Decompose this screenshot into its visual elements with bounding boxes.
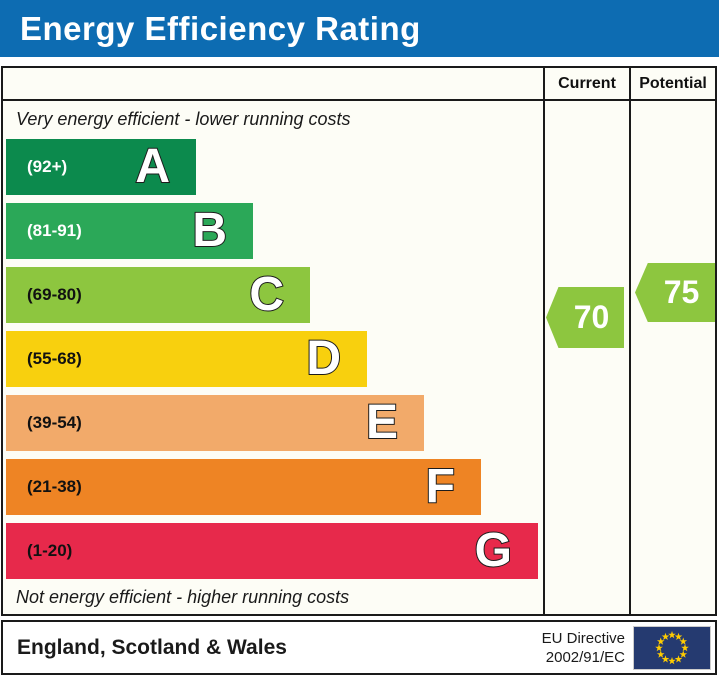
region-label: England, Scotland & Wales <box>17 635 287 659</box>
band-g-range: (1-20) <box>27 541 73 560</box>
band-b-range: (81-91) <box>27 221 82 240</box>
bands-column: Very energy efficient - lower running co… <box>3 68 543 614</box>
bottom-note: Not energy efficient - higher running co… <box>16 587 350 607</box>
eu-directive-label: EU Directive 2002/91/EC <box>542 629 625 667</box>
current-rating-value: 70 <box>573 299 610 335</box>
band-d-range: (55-68) <box>27 349 82 368</box>
band-e-letter: E <box>365 396 399 449</box>
band-e-range: (39-54) <box>27 413 82 432</box>
band-b: (81-91) B <box>6 203 253 259</box>
band-c: (69-80) C <box>6 267 310 323</box>
potential-rating-arrow: 75 <box>635 263 715 322</box>
eu-flag-icon <box>633 625 711 670</box>
band-g: (1-20) G <box>6 523 538 579</box>
footer-bar: England, Scotland & Wales EU Directive 2… <box>1 620 717 675</box>
current-column-header: Current <box>545 68 629 101</box>
band-list: (92+) A (81-91) B (69-80) C (55-68) D (3… <box>6 139 543 579</box>
chart-title: Energy Efficiency Rating <box>20 9 421 47</box>
band-b-letter: B <box>191 204 228 257</box>
band-f-range: (21-38) <box>27 477 82 496</box>
eu-flag-stars <box>655 630 689 664</box>
band-f-letter: F <box>425 460 456 513</box>
eu-directive-line1: EU Directive <box>541 629 625 647</box>
potential-rating-value: 75 <box>663 274 700 310</box>
band-a-letter: A <box>134 140 171 193</box>
band-c-range: (69-80) <box>27 285 82 304</box>
eu-directive-line2: 2002/91/EC <box>545 648 625 666</box>
band-d: (55-68) D <box>6 331 367 387</box>
band-a: (92+) A <box>6 139 196 195</box>
rating-table: Very energy efficient - lower running co… <box>1 66 717 616</box>
band-d-letter: D <box>305 332 342 385</box>
potential-column-header: Potential <box>631 68 715 101</box>
band-c-letter: C <box>248 268 285 321</box>
bands-column-header-empty <box>3 68 543 101</box>
band-e: (39-54) E <box>6 395 424 451</box>
eu-directive-group: EU Directive 2002/91/EC <box>542 625 711 670</box>
band-f: (21-38) F <box>6 459 481 515</box>
potential-column: Potential 75 <box>629 68 715 614</box>
current-rating-arrow: 70 <box>546 287 624 348</box>
top-note: Very energy efficient - lower running co… <box>16 109 351 129</box>
current-column: Current 70 <box>543 68 629 614</box>
band-g-letter: G <box>474 524 513 577</box>
chart-title-bar: Energy Efficiency Rating <box>0 0 719 57</box>
band-a-range: (92+) <box>27 157 68 176</box>
